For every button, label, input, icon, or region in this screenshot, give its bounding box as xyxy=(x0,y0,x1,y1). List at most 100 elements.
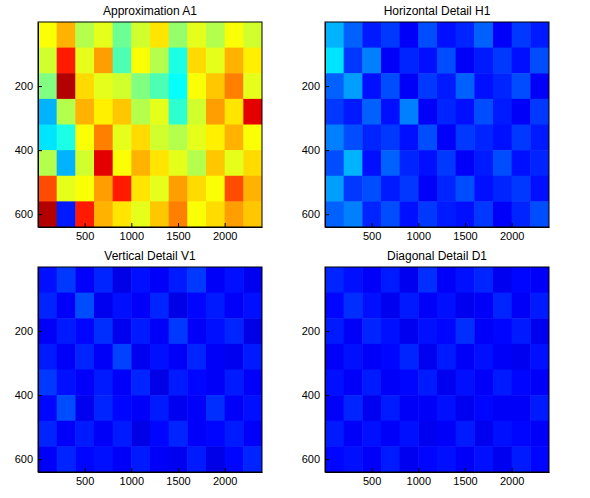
cell xyxy=(187,73,206,99)
cell xyxy=(94,370,113,396)
cell xyxy=(57,73,76,99)
tick-label: 400 xyxy=(302,389,320,401)
cell xyxy=(512,446,531,472)
tick: 1500 xyxy=(453,223,477,242)
cell xyxy=(75,293,94,319)
cell xyxy=(150,125,169,151)
cell xyxy=(150,344,169,370)
tick-label: 200 xyxy=(15,325,33,337)
cell xyxy=(400,150,419,176)
cell xyxy=(94,446,113,472)
cell xyxy=(344,370,363,396)
tick: 600 xyxy=(15,453,42,465)
tick: 500 xyxy=(363,468,381,487)
cell xyxy=(206,293,225,319)
cell xyxy=(418,370,437,396)
tick-mark xyxy=(372,223,373,227)
tick: 1000 xyxy=(120,223,144,242)
tick-label: 1500 xyxy=(453,230,477,242)
cell xyxy=(381,125,400,151)
tick-label: 400 xyxy=(302,144,320,156)
cell xyxy=(474,293,493,319)
cell xyxy=(169,421,188,447)
cell xyxy=(344,395,363,421)
tick: 1000 xyxy=(407,468,431,487)
cell xyxy=(325,48,344,74)
cell xyxy=(243,125,262,151)
cell xyxy=(169,267,188,293)
cell xyxy=(344,150,363,176)
cell xyxy=(400,344,419,370)
tick-label: 1500 xyxy=(166,475,190,487)
cell xyxy=(474,201,493,227)
cell xyxy=(456,344,475,370)
frame xyxy=(325,267,549,472)
cell xyxy=(75,73,94,99)
cell xyxy=(325,201,344,227)
cell xyxy=(381,73,400,99)
cell xyxy=(418,48,437,74)
axis-line xyxy=(38,23,39,228)
cell xyxy=(38,293,57,319)
tick-label: 400 xyxy=(15,389,33,401)
cell xyxy=(57,150,76,176)
cell xyxy=(150,201,169,227)
tick-mark xyxy=(38,86,42,87)
cell xyxy=(362,395,381,421)
cell xyxy=(243,176,262,202)
cell xyxy=(113,421,132,447)
cell xyxy=(381,99,400,125)
tick-mark xyxy=(325,150,329,151)
cell xyxy=(94,99,113,125)
cell xyxy=(131,421,150,447)
cell xyxy=(325,344,344,370)
cell xyxy=(225,293,244,319)
cell xyxy=(187,344,206,370)
cell xyxy=(530,370,549,396)
cell xyxy=(150,421,169,447)
cell xyxy=(381,22,400,48)
tick-mark xyxy=(512,223,513,227)
cell xyxy=(225,150,244,176)
cell xyxy=(225,370,244,396)
cell xyxy=(57,99,76,125)
cell xyxy=(113,125,132,151)
cell xyxy=(94,22,113,48)
tick: 2000 xyxy=(500,223,524,242)
cell xyxy=(169,150,188,176)
cell xyxy=(75,446,94,472)
cell xyxy=(362,293,381,319)
cell xyxy=(206,267,225,293)
tick: 200 xyxy=(302,80,329,92)
cell xyxy=(225,176,244,202)
cell xyxy=(530,421,549,447)
cell xyxy=(530,125,549,151)
tick-label: 1500 xyxy=(166,230,190,242)
cell xyxy=(456,73,475,99)
cell xyxy=(362,344,381,370)
tick: 1500 xyxy=(453,468,477,487)
cell xyxy=(113,73,132,99)
cell xyxy=(187,446,206,472)
cell xyxy=(512,293,531,319)
cell xyxy=(169,344,188,370)
cell xyxy=(206,201,225,227)
cell xyxy=(362,99,381,125)
x-axis: 500100015002000 xyxy=(326,468,550,487)
cell xyxy=(456,293,475,319)
cell xyxy=(225,267,244,293)
tick-mark xyxy=(325,459,329,460)
cell xyxy=(325,22,344,48)
cell xyxy=(169,99,188,125)
cell xyxy=(400,421,419,447)
cell xyxy=(474,99,493,125)
cell xyxy=(344,176,363,202)
cells xyxy=(38,267,262,472)
cell xyxy=(131,48,150,74)
tick-label: 600 xyxy=(15,453,33,465)
cell xyxy=(75,395,94,421)
tick-label: 1000 xyxy=(407,475,431,487)
cell xyxy=(456,267,475,293)
cell xyxy=(131,201,150,227)
cell xyxy=(474,267,493,293)
